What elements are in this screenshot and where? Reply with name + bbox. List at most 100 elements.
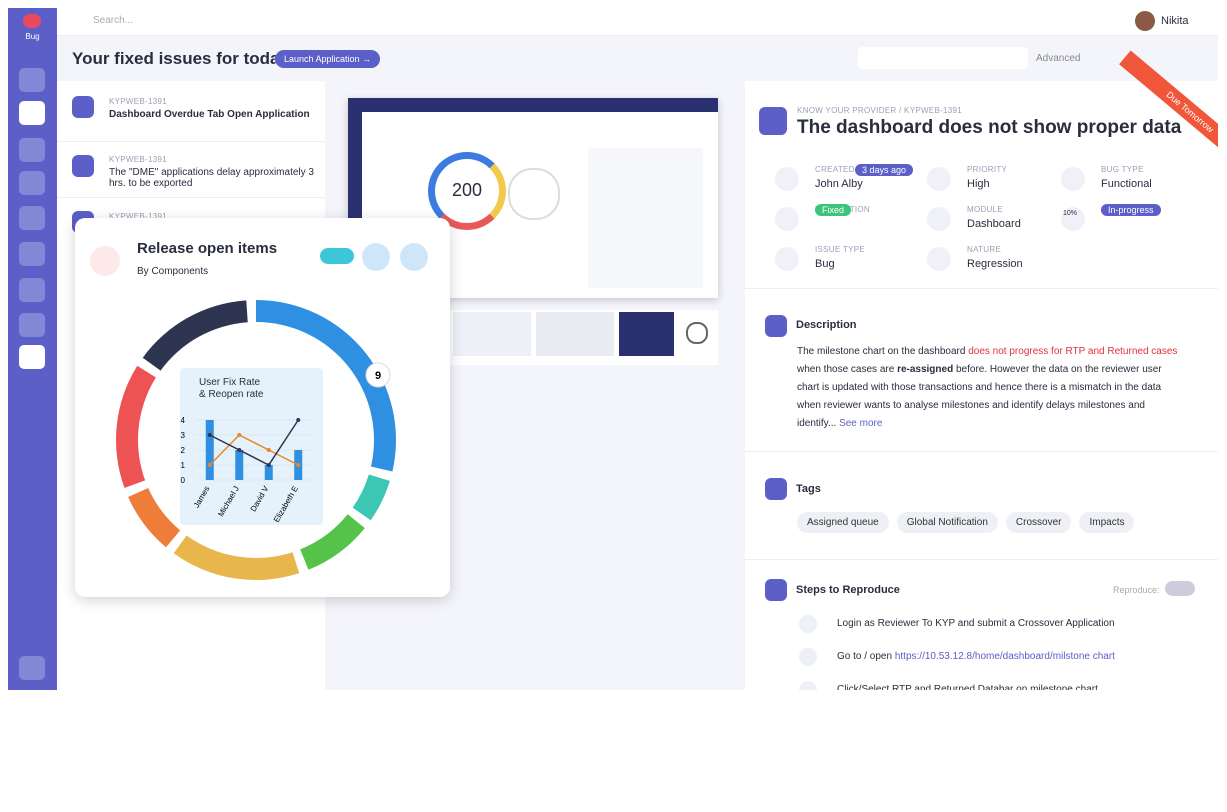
step: Go to / open https://10.53.12.8/home/das…: [837, 651, 1115, 662]
pin-button[interactable]: [400, 243, 428, 271]
donut-segment: [300, 514, 365, 570]
field-label: CREATED: [815, 165, 855, 174]
nav-item[interactable]: [19, 206, 45, 230]
badge: [365, 362, 391, 388]
description-text: re-assigned: [897, 364, 954, 375]
progress: 10%: [1062, 210, 1077, 217]
field-tag: Fixed: [815, 204, 852, 216]
description: The milestone chart on the dashboard doe…: [797, 343, 1182, 433]
toggle[interactable]: [320, 248, 354, 264]
section-icon: [765, 478, 787, 500]
section-heading: Tags: [796, 483, 821, 495]
y-tick-label: 4: [181, 416, 186, 425]
preview: 200: [348, 98, 718, 298]
title-line: & Reopen rate: [199, 389, 264, 400]
field-icon: [1061, 207, 1085, 231]
point: [237, 433, 242, 437]
section-icon: [765, 579, 787, 601]
tag[interactable]: Assigned queue: [797, 512, 889, 533]
field-value: High: [967, 178, 990, 190]
point: [237, 448, 242, 452]
step-icon: [799, 615, 817, 633]
field-icon: [927, 247, 951, 271]
description-text: with those transactions and hence there …: [797, 382, 1162, 429]
tag[interactable]: Impacts: [1079, 512, 1135, 533]
bar: [264, 465, 273, 480]
add-button[interactable]: [686, 322, 708, 344]
point: [207, 463, 212, 467]
field-tag: 3 days ago: [855, 164, 914, 176]
launch-button[interactable]: Launch Application →: [275, 50, 381, 68]
issue-detail: Due Tomorrow KNOW YOUR PROVIDER / KYPWEB…: [745, 50, 1218, 690]
issue-title: The dashboard does not show proper data: [797, 117, 1182, 138]
card-subtitle[interactable]: By Components: [137, 266, 209, 277]
field-tag: In-progress: [1101, 204, 1161, 216]
field-label: BUG TYPE: [1101, 165, 1144, 174]
step-text: Click/Select RTP and Returned Databar on…: [837, 684, 1098, 690]
description-text: The milestone chart on the dashboard: [797, 346, 969, 357]
search-box[interactable]: [858, 47, 1028, 69]
nav-item[interactable]: [19, 242, 45, 266]
issue-id: KYPWEB-1391: [109, 212, 167, 221]
y-tick-label: 0: [181, 476, 186, 485]
issue-id: KYPWEB-1391: [109, 97, 167, 106]
field-label: MODULE: [967, 205, 1004, 214]
point: [266, 448, 271, 452]
app: Bug Search... Nikita Your fixed issues f…: [8, 8, 1218, 690]
release-card: Release open items By Components 9 User F…: [75, 218, 450, 597]
nav-item[interactable]: [19, 68, 45, 92]
issue-icon: [72, 96, 94, 118]
issue-title[interactable]: Dashboard Overdue Tab Open Application: [109, 109, 310, 120]
donut-segment: [352, 474, 390, 521]
step-icon: [799, 648, 817, 666]
mini-chart-title: User Fix Rate & Reopen rate: [199, 377, 264, 400]
field-label: NATURE: [967, 245, 1002, 254]
field-label: PRIORITY: [967, 165, 1008, 174]
line: [209, 434, 299, 466]
issue-icon: [759, 107, 787, 135]
y-tick-label: 3: [181, 431, 186, 440]
nav-item[interactable]: [19, 171, 45, 195]
donut-segment: [173, 535, 300, 580]
nav-item[interactable]: [19, 313, 45, 337]
donut-segment: [128, 487, 181, 548]
issue-id: KYPWEB-1391: [109, 155, 167, 164]
donut-segment: [142, 300, 248, 371]
point: [207, 433, 212, 437]
point: [266, 463, 271, 467]
nav-item[interactable]: [19, 101, 45, 125]
tag[interactable]: Global Notification: [896, 512, 998, 533]
y-tick-label: 1: [181, 461, 186, 470]
issue-title[interactable]: The "DME" applications delay approximate…: [109, 167, 314, 189]
nav-item[interactable]: [19, 278, 45, 302]
field-value: John Alby: [815, 178, 863, 190]
field-icon: [775, 247, 799, 271]
play-button[interactable]: [508, 168, 560, 220]
team-button[interactable]: [362, 243, 390, 271]
description-text[interactable]: See more: [839, 418, 883, 429]
page-title: Your fixed issues for today: [72, 49, 289, 68]
step-text: Login as Reviewer To KYP and submit a Cr…: [837, 618, 1115, 629]
thumbnails: [448, 310, 718, 365]
section-heading: Steps to Reproduce: [796, 584, 900, 596]
step: Click/Select RTP and Returned Databar on…: [837, 684, 1098, 690]
description-text: when those cases are: [797, 364, 898, 375]
logo: Bug: [25, 32, 40, 41]
sidebar: Bug: [8, 8, 57, 690]
field-icon: [775, 207, 799, 231]
advanced[interactable]: Advanced: [1036, 53, 1081, 64]
nav-item[interactable]: [19, 345, 45, 369]
bar: [205, 420, 214, 480]
logout[interactable]: [19, 656, 45, 680]
y-tick-label: 2: [181, 446, 186, 455]
logo-icon: [23, 14, 41, 28]
search[interactable]: Search...: [93, 15, 134, 26]
nav-item[interactable]: [19, 138, 45, 162]
total-cases: 200: [451, 180, 483, 200]
user-name[interactable]: Nikita: [1161, 15, 1189, 27]
badge-value: 9: [375, 370, 381, 382]
reproduce-toggle[interactable]: [1165, 581, 1195, 596]
step-link[interactable]: https://10.53.12.8/home/dashboard/milsto…: [894, 651, 1115, 662]
tag[interactable]: Crossover: [1005, 512, 1072, 533]
